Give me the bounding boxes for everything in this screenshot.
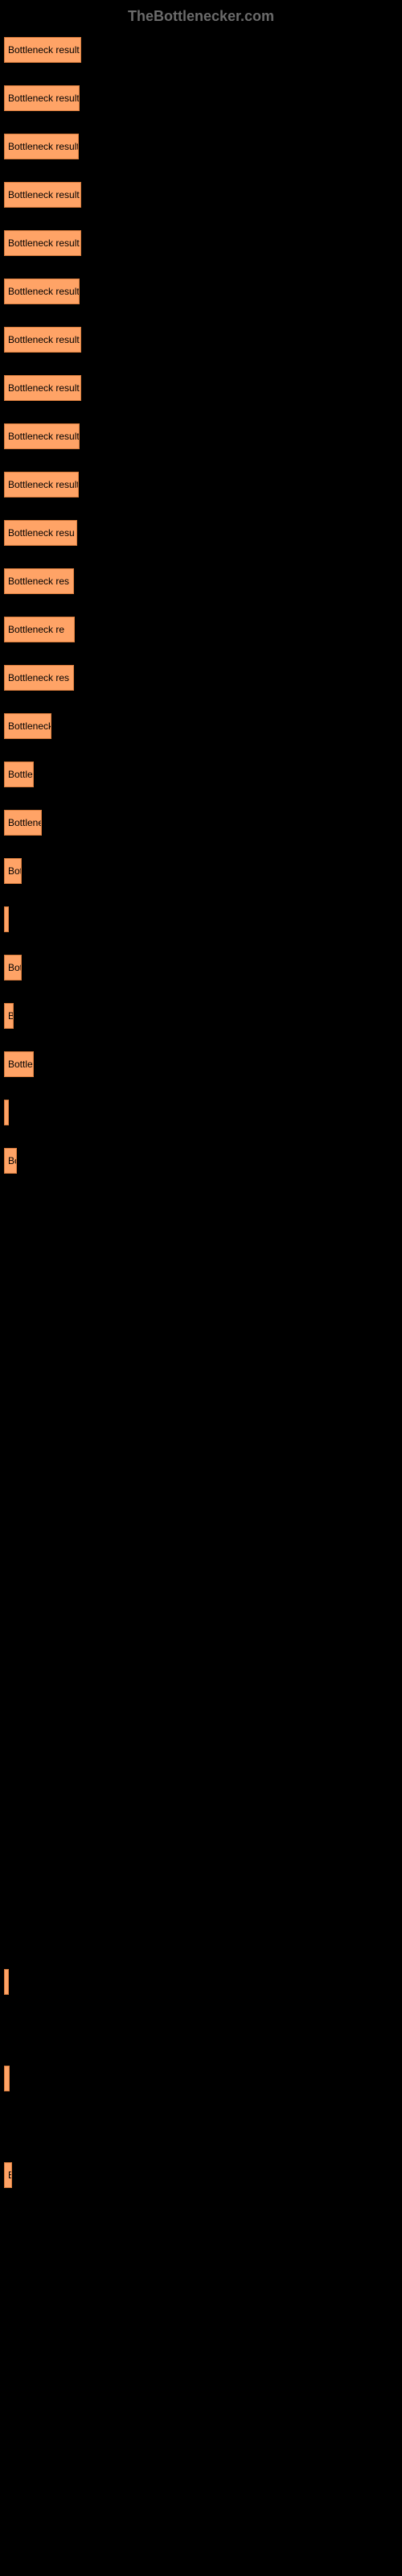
chart-bar <box>4 2066 10 2091</box>
bar-row: Bot <box>4 955 398 980</box>
chart-bar: Bottleneck re <box>4 617 75 642</box>
bar-row: B <box>4 2162 398 2188</box>
bar-chart: Bottleneck result Bottleneck result Bottle… <box>0 37 402 2188</box>
bar-row <box>4 1389 398 1415</box>
bar-label: Bottleneck result <box>8 334 80 345</box>
bar-label: Bottleneck result <box>8 286 80 297</box>
bar-label: Bo <box>8 1155 17 1166</box>
bar-label: Bottle <box>8 769 33 780</box>
chart-bar: Bottle <box>4 1051 34 1077</box>
bar-row <box>4 1679 398 1705</box>
bar-row: Bot <box>4 858 398 884</box>
bar-label: Bottleneck result <box>8 382 80 394</box>
bar-row <box>4 1293 398 1319</box>
chart-bar: Bo <box>4 1148 17 1174</box>
bar-row: Bottleneck result <box>4 134 398 159</box>
bar-row: Bottleneck result <box>4 327 398 353</box>
chart-bar: Bot <box>4 955 22 980</box>
bar-row <box>4 1824 398 1850</box>
bar-row: Bo <box>4 1148 398 1174</box>
bar-row <box>4 1341 398 1367</box>
bar-row: Bottleneck result <box>4 230 398 256</box>
chart-bar: Bottle <box>4 762 34 787</box>
bar-row: Bottleneck res <box>4 665 398 691</box>
bar-row: B <box>4 1003 398 1029</box>
chart-bar: B <box>4 1003 14 1029</box>
bar-label: Bottleneck result <box>8 479 79 490</box>
chart-bar: Bottleneck result <box>4 85 80 111</box>
bar-row <box>4 1100 398 1125</box>
chart-bar: Bottleneck result <box>4 182 81 208</box>
bar-row: Bottleneck result <box>4 279 398 304</box>
bar-label: Bot <box>8 865 22 877</box>
chart-bar: Bot <box>4 858 22 884</box>
bar-row <box>4 1728 398 1753</box>
bar-label: Bottleneck result <box>8 44 80 56</box>
chart-bar: Bottleneck res <box>4 568 74 594</box>
bar-row <box>4 1486 398 1512</box>
bar-row <box>4 2066 398 2091</box>
bar-row: Bottle <box>4 1051 398 1077</box>
chart-bar: Bottleneck result <box>4 230 81 256</box>
bar-row <box>4 1196 398 1222</box>
bar-row <box>4 2017 398 2043</box>
bar-row: Bottleneck result <box>4 472 398 497</box>
chart-bar: Bottleneck result <box>4 134 79 159</box>
chart-bar: Bottleneck result <box>4 423 80 449</box>
bar-label: Bottleneck result <box>8 189 80 200</box>
chart-bar <box>4 1100 9 1125</box>
bar-label: Bottleneck <box>8 720 51 732</box>
bar-label: Bottleneck result <box>8 93 80 104</box>
bar-row: Bottleneck <box>4 713 398 739</box>
bar-row: Bottleneck result <box>4 85 398 111</box>
chart-bar: Bottleneck result <box>4 375 81 401</box>
bar-row <box>4 1583 398 1608</box>
chart-bar <box>4 906 9 932</box>
bar-row <box>4 1245 398 1270</box>
bar-row: Bottleneck result <box>4 37 398 63</box>
bar-row: Bottleneck res <box>4 568 398 594</box>
bar-label: Bottleneck res <box>8 576 69 587</box>
bar-row <box>4 2114 398 2140</box>
bar-row <box>4 1776 398 1802</box>
bar-row <box>4 1969 398 1995</box>
chart-bar: Bottleneck result <box>4 279 80 304</box>
bar-row <box>4 1534 398 1560</box>
bar-label: B <box>8 2169 12 2181</box>
chart-bar: Bottlene <box>4 810 42 836</box>
bar-row: Bottlene <box>4 810 398 836</box>
chart-bar: Bottleneck result <box>4 472 79 497</box>
bar-row: Bottleneck resu <box>4 520 398 546</box>
bar-label: B <box>8 1010 14 1022</box>
chart-bar: Bottleneck result <box>4 37 81 63</box>
bar-label: Bottle <box>8 1059 33 1070</box>
bar-label: Bottleneck res <box>8 672 69 683</box>
bar-row <box>4 1438 398 1463</box>
bar-label: Bottleneck resu <box>8 527 75 539</box>
watermark-text: TheBottlenecker.com <box>0 8 402 25</box>
bar-row <box>4 1631 398 1657</box>
bar-row: Bottleneck result <box>4 375 398 401</box>
bar-row: Bottleneck re <box>4 617 398 642</box>
bar-row <box>4 1921 398 1946</box>
bar-label: Bottleneck result <box>8 431 80 442</box>
chart-bar: B <box>4 2162 12 2188</box>
bar-label: Bottleneck re <box>8 624 64 635</box>
bar-label: Bot <box>8 962 22 973</box>
bar-row <box>4 1872 398 1898</box>
bar-row <box>4 906 398 932</box>
bar-row: Bottle <box>4 762 398 787</box>
bar-label: Bottlene <box>8 817 42 828</box>
chart-bar <box>4 1969 9 1995</box>
bar-label: Bottleneck result <box>8 237 80 249</box>
chart-bar: Bottleneck resu <box>4 520 77 546</box>
chart-bar: Bottleneck <box>4 713 51 739</box>
bar-row: Bottleneck result <box>4 423 398 449</box>
chart-bar: Bottleneck result <box>4 327 81 353</box>
chart-bar: Bottleneck res <box>4 665 74 691</box>
bar-label: Bottleneck result <box>8 141 79 152</box>
bar-row: Bottleneck result <box>4 182 398 208</box>
